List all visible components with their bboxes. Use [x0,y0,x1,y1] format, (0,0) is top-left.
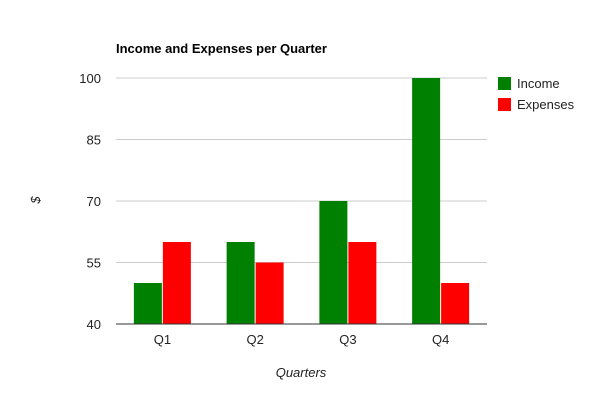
y-tick-label: 70 [87,194,101,209]
x-tick-label: Q1 [154,332,171,347]
x-tick-label: Q4 [432,332,449,347]
y-axis-ticks: 40 55 70 85 100 [79,71,101,332]
y-tick-label: 55 [87,256,101,271]
bar-expenses-q2 [255,262,284,324]
bar-expenses-q1 [162,242,191,324]
y-tick-label: 40 [87,317,101,332]
x-tick-label: Q3 [339,332,356,347]
legend: Income Expenses [498,76,575,112]
y-tick-label: 85 [87,133,101,148]
bar-income-q2 [226,242,255,324]
bar-income-q3 [319,201,348,324]
legend-label-expenses: Expenses [517,97,575,112]
bar-expenses-q3 [348,242,377,324]
bars [133,78,470,324]
y-tick-label: 100 [79,71,101,86]
bar-expenses-q4 [441,283,470,324]
legend-swatch-expenses [498,98,511,111]
bar-income-q1 [133,283,162,324]
bar-income-q4 [412,78,441,324]
legend-label-income: Income [517,76,560,91]
x-axis-label: Quarters [276,365,327,380]
x-tick-label: Q2 [246,332,263,347]
y-axis-label: $ [28,196,43,205]
x-axis-ticks: Q1 Q2 Q3 Q4 [154,332,450,347]
legend-swatch-income [498,77,511,90]
chart-title: Income and Expenses per Quarter [116,41,327,56]
